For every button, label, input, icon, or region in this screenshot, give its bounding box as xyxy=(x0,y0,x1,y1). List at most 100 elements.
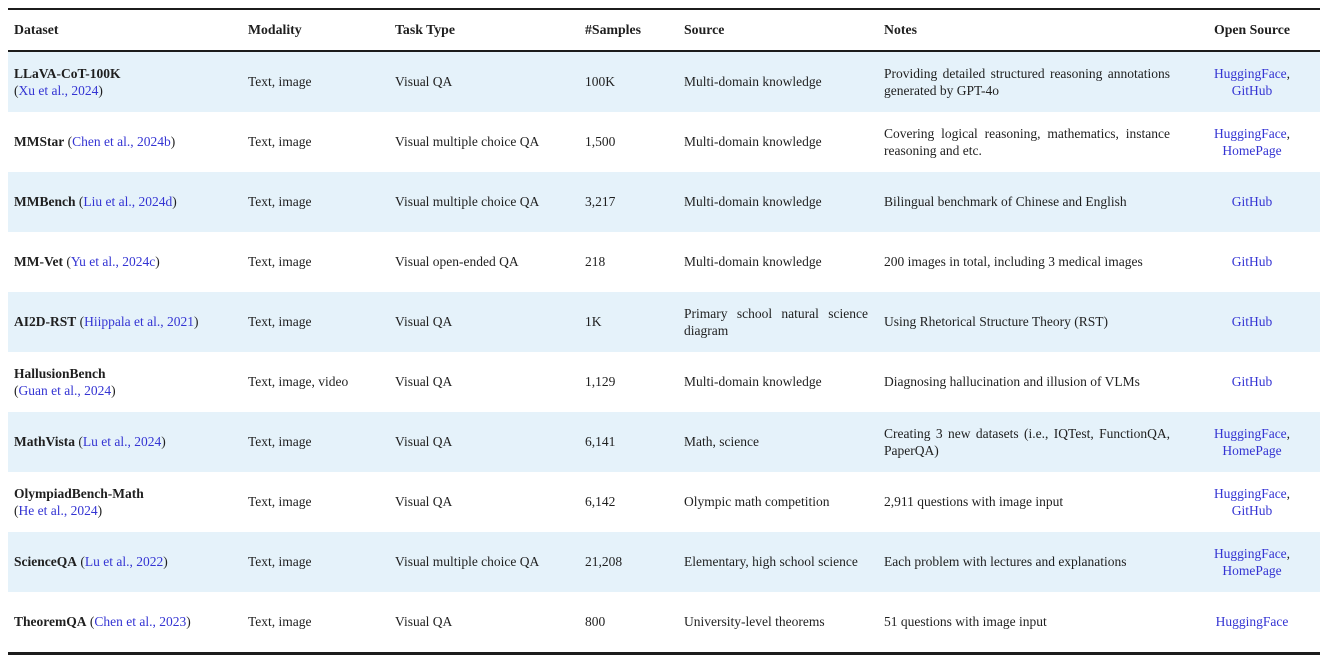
table-row: MM-Vet (Yu et al., 2024c) Text, image Visu… xyxy=(8,232,1320,292)
open-source-cell: GitHub xyxy=(1184,172,1320,232)
modality-cell: Text, image xyxy=(248,614,312,630)
citation-link[interactable]: Lu et al., 2022 xyxy=(84,554,164,570)
source-cell: Math, science xyxy=(684,434,759,450)
notes-cell: 2,911 questions with image input xyxy=(884,494,1064,510)
notes-cell: Creating 3 new datasets (i.e., IQTest, F… xyxy=(884,425,1170,458)
column-header-modality: Modality xyxy=(242,9,389,52)
datasets-table: Dataset Modality Task Type #Samples Source No… xyxy=(8,8,1320,655)
citation-link[interactable]: Xu et al., 2024 xyxy=(18,83,99,98)
link-separator-comma: , xyxy=(1286,425,1291,441)
open-source-link-huggingface[interactable]: HuggingFace xyxy=(1213,125,1287,141)
table-row: OlympiadBench-Math (He et al., 2024) Text,… xyxy=(8,472,1320,532)
open-source-link-github[interactable]: GitHub xyxy=(1231,314,1273,330)
column-header-notes: Notes xyxy=(878,9,1184,52)
open-source-link-huggingface[interactable]: HuggingFace xyxy=(1215,614,1289,630)
modality-cell: Text, image xyxy=(248,254,312,270)
open-source-link-huggingface[interactable]: HuggingFace xyxy=(1213,545,1287,561)
open-source-cell: HuggingFace, HomePage xyxy=(1184,112,1320,172)
citation-close-paren: ) xyxy=(186,614,191,630)
citation-close-paren: ) xyxy=(170,134,176,150)
dataset-citation: (Chen et al., 2024b) xyxy=(68,134,176,149)
dataset-citation: (Chen et al., 2023) xyxy=(90,614,191,629)
dataset-name: AI2D-RST xyxy=(14,314,77,330)
dataset-name: MMStar xyxy=(14,134,65,150)
modality-cell: Text, image xyxy=(248,74,312,90)
samples-cell: 3,217 xyxy=(585,194,616,210)
source-cell: Multi-domain knowledge xyxy=(684,134,822,150)
citation-link[interactable]: Guan et al., 2024 xyxy=(18,383,112,398)
notes-cell: Diagnosing hallucination and illusion of… xyxy=(884,374,1140,390)
task-type-cell: Visual QA xyxy=(395,494,453,510)
open-source-link-homepage[interactable]: HomePage xyxy=(1222,563,1282,578)
column-header-task_type: Task Type xyxy=(389,9,579,52)
notes-cell: Providing detailed structured reasoning … xyxy=(884,65,1170,98)
column-header-open_source: Open Source xyxy=(1184,9,1320,52)
open-source-link-github[interactable]: GitHub xyxy=(1231,254,1273,270)
citation-close-paren: ) xyxy=(155,254,160,270)
column-header-source: Source xyxy=(678,9,878,52)
source-cell: Elementary, high school science xyxy=(684,554,858,570)
column-header-samples: #Samples xyxy=(579,9,678,52)
citation-close-paren: ) xyxy=(163,554,168,570)
samples-cell: 218 xyxy=(585,254,606,270)
open-source-link-huggingface[interactable]: HuggingFace xyxy=(1213,65,1287,81)
dataset-name: MathVista xyxy=(14,434,75,450)
open-source-cell: GitHub xyxy=(1184,292,1320,352)
citation-link[interactable]: Liu et al., 2024d xyxy=(83,194,173,210)
open-source-link-github[interactable]: GitHub xyxy=(1231,83,1273,98)
dataset-name: MM-Vet xyxy=(14,254,63,270)
dataset-cell: MMBench (Liu et al., 2024d) xyxy=(8,172,242,232)
citation-link[interactable]: Chen et al., 2024b xyxy=(72,134,171,150)
modality-cell: Text, image xyxy=(248,134,312,150)
column-header-dataset: Dataset xyxy=(8,9,242,52)
dataset-cell: OlympiadBench-Math (He et al., 2024) xyxy=(8,472,242,532)
citation-close-paren: ) xyxy=(172,194,177,210)
notes-cell: Bilingual benchmark of Chinese and Engli… xyxy=(884,194,1127,210)
open-source-link-huggingface[interactable]: HuggingFace xyxy=(1213,485,1287,501)
dataset-cell: ScienceQA (Lu et al., 2022) xyxy=(8,532,242,592)
table-row: ScienceQA (Lu et al., 2022) Text, image Vi… xyxy=(8,532,1320,592)
table-row: LLaVA-CoT-100K (Xu et al., 2024) Text, ima… xyxy=(8,51,1320,112)
notes-cell: Each problem with lectures and explanati… xyxy=(884,554,1127,570)
header-row: Dataset Modality Task Type #Samples Source No… xyxy=(8,9,1320,52)
citation-open-paren: ( xyxy=(14,503,19,518)
citation-link[interactable]: Yu et al., 2024c xyxy=(70,254,156,270)
dataset-name: OlympiadBench-Math xyxy=(14,485,144,501)
task-type-cell: Visual QA xyxy=(395,434,453,450)
open-source-cell: GitHub xyxy=(1184,352,1320,412)
citation-link[interactable]: He et al., 2024 xyxy=(18,503,98,518)
source-cell: Multi-domain knowledge xyxy=(684,374,822,390)
task-type-cell: Visual QA xyxy=(395,74,453,90)
link-separator-comma: , xyxy=(1286,545,1291,561)
samples-cell: 21,208 xyxy=(585,554,623,570)
task-type-cell: Visual QA xyxy=(395,374,453,390)
dataset-citation: (Hiippala et al., 2021) xyxy=(80,314,199,329)
dataset-name: MMBench xyxy=(14,194,76,210)
source-cell: Primary school natural science diagram xyxy=(684,305,868,338)
open-source-link-huggingface[interactable]: HuggingFace xyxy=(1213,425,1287,441)
citation-close-paren: ) xyxy=(161,434,166,450)
open-source-link-github[interactable]: GitHub xyxy=(1231,374,1273,390)
notes-cell: 51 questions with image input xyxy=(884,614,1047,630)
link-separator-comma: , xyxy=(1286,485,1291,501)
open-source-link-homepage[interactable]: HomePage xyxy=(1222,143,1282,158)
task-type-cell: Visual multiple choice QA xyxy=(395,134,540,150)
citation-open-paren: ( xyxy=(79,314,85,330)
source-cell: Multi-domain knowledge xyxy=(684,74,822,90)
citation-link[interactable]: Lu et al., 2024 xyxy=(82,434,162,450)
source-cell: Olympic math competition xyxy=(684,494,830,510)
datasets-table-container: Dataset Modality Task Type #Samples Source No… xyxy=(8,8,1320,655)
citation-open-paren: ( xyxy=(66,254,71,270)
dataset-name: LLaVA-CoT-100K xyxy=(14,65,121,81)
open-source-link-github[interactable]: GitHub xyxy=(1231,503,1273,518)
citation-link[interactable]: Chen et al., 2023 xyxy=(94,614,187,630)
citation-link[interactable]: Hiippala et al., 2021 xyxy=(84,314,194,330)
open-source-link-homepage[interactable]: HomePage xyxy=(1222,443,1282,458)
open-source-cell: HuggingFace, HomePage xyxy=(1184,412,1320,472)
samples-cell: 100K xyxy=(585,74,615,90)
open-source-cell: GitHub xyxy=(1184,232,1320,292)
dataset-citation: (Lu et al., 2024) xyxy=(78,434,165,449)
modality-cell: Text, image, video xyxy=(248,374,349,390)
open-source-link-github[interactable]: GitHub xyxy=(1231,194,1273,210)
modality-cell: Text, image xyxy=(248,494,312,510)
